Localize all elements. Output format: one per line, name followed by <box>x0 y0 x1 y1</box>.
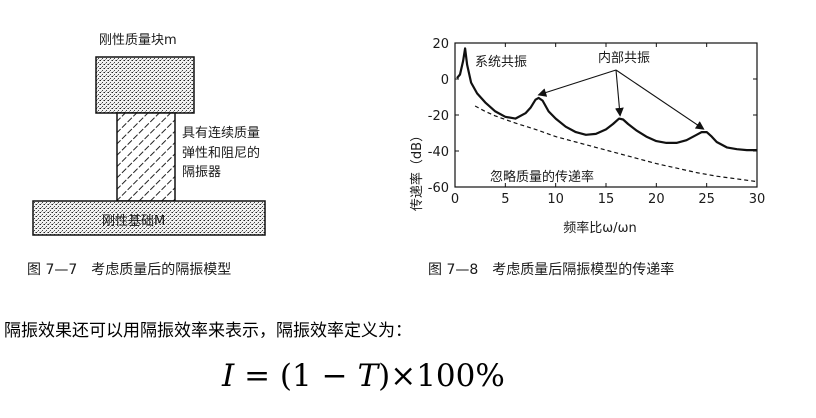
x-tick-label: 5 <box>501 192 509 207</box>
figure-7-7-caption: 图 7—7 考虑质量后的隔振模型 <box>27 262 231 278</box>
x-tick-label: 15 <box>598 192 615 207</box>
annotation-arrows <box>537 69 705 130</box>
figure-7-8: 0 5 10 15 20 25 30 20 0 -20 -40 -60 传递率（dB） 频率比ω/ωn… <box>409 37 766 278</box>
chart-ticks: 0 5 10 15 20 25 30 20 0 -20 -40 -60 <box>428 37 766 207</box>
y-tick-label: -60 <box>428 181 449 196</box>
annotation-arrow <box>537 69 617 97</box>
y-axis-label: 传递率（dB） <box>409 129 425 211</box>
rigid-base <box>32 200 266 236</box>
mass-label: 刚性质量块m <box>99 33 177 48</box>
x-tick-label: 0 <box>451 192 459 207</box>
x-tick-label: 30 <box>749 192 766 207</box>
figure-7-8-caption: 图 7—8 考虑质量后隔振模型的传递率 <box>428 261 674 278</box>
isolator-label-line-3: 隔振器 <box>182 165 221 180</box>
series-line-transmissibility <box>456 47 757 152</box>
isolator-label-line-1: 具有连续质量 <box>182 125 260 141</box>
body-paragraph: 隔振效果还可以用隔振效率来表示，隔振效率定义为： <box>4 321 412 341</box>
formula-lhs: I <box>222 358 235 394</box>
y-tick-label: -20 <box>428 109 449 124</box>
formula-rhs: )×100% <box>378 358 505 394</box>
base-label: 刚性基础M <box>102 214 165 229</box>
formula-eq: = (1 − <box>234 358 358 394</box>
annotation-arrow <box>615 69 624 117</box>
figure-7-7: 刚性质量块m 具有连续质量 弹性和阻尼的 隔振器 刚性基础M 图 7—7 考虑质… <box>27 33 266 278</box>
y-tick-label: 0 <box>441 73 449 88</box>
rigid-mass-block <box>95 56 195 114</box>
isolator-label-line-2: 弹性和阻尼的 <box>182 145 260 161</box>
annotation-ignore-mass: 忽略质量的传递率 <box>490 169 594 185</box>
x-tick-label: 25 <box>698 192 715 207</box>
efficiency-formula: I = (1 − T)×100% <box>222 358 505 394</box>
x-tick-label: 20 <box>648 192 665 207</box>
annotation-internal-resonance: 内部共振 <box>598 50 650 66</box>
y-tick-label: -40 <box>428 145 449 160</box>
formula-var: T <box>357 358 379 394</box>
x-tick-label: 10 <box>547 192 564 207</box>
annotation-system-resonance: 系统共振 <box>475 55 527 70</box>
chart-series <box>456 47 758 183</box>
series-line-ignore-mass <box>474 105 758 183</box>
x-axis-label: 频率比ω/ωn <box>563 220 636 236</box>
annotation-arrow <box>615 69 705 130</box>
y-tick-label: 20 <box>432 37 449 52</box>
